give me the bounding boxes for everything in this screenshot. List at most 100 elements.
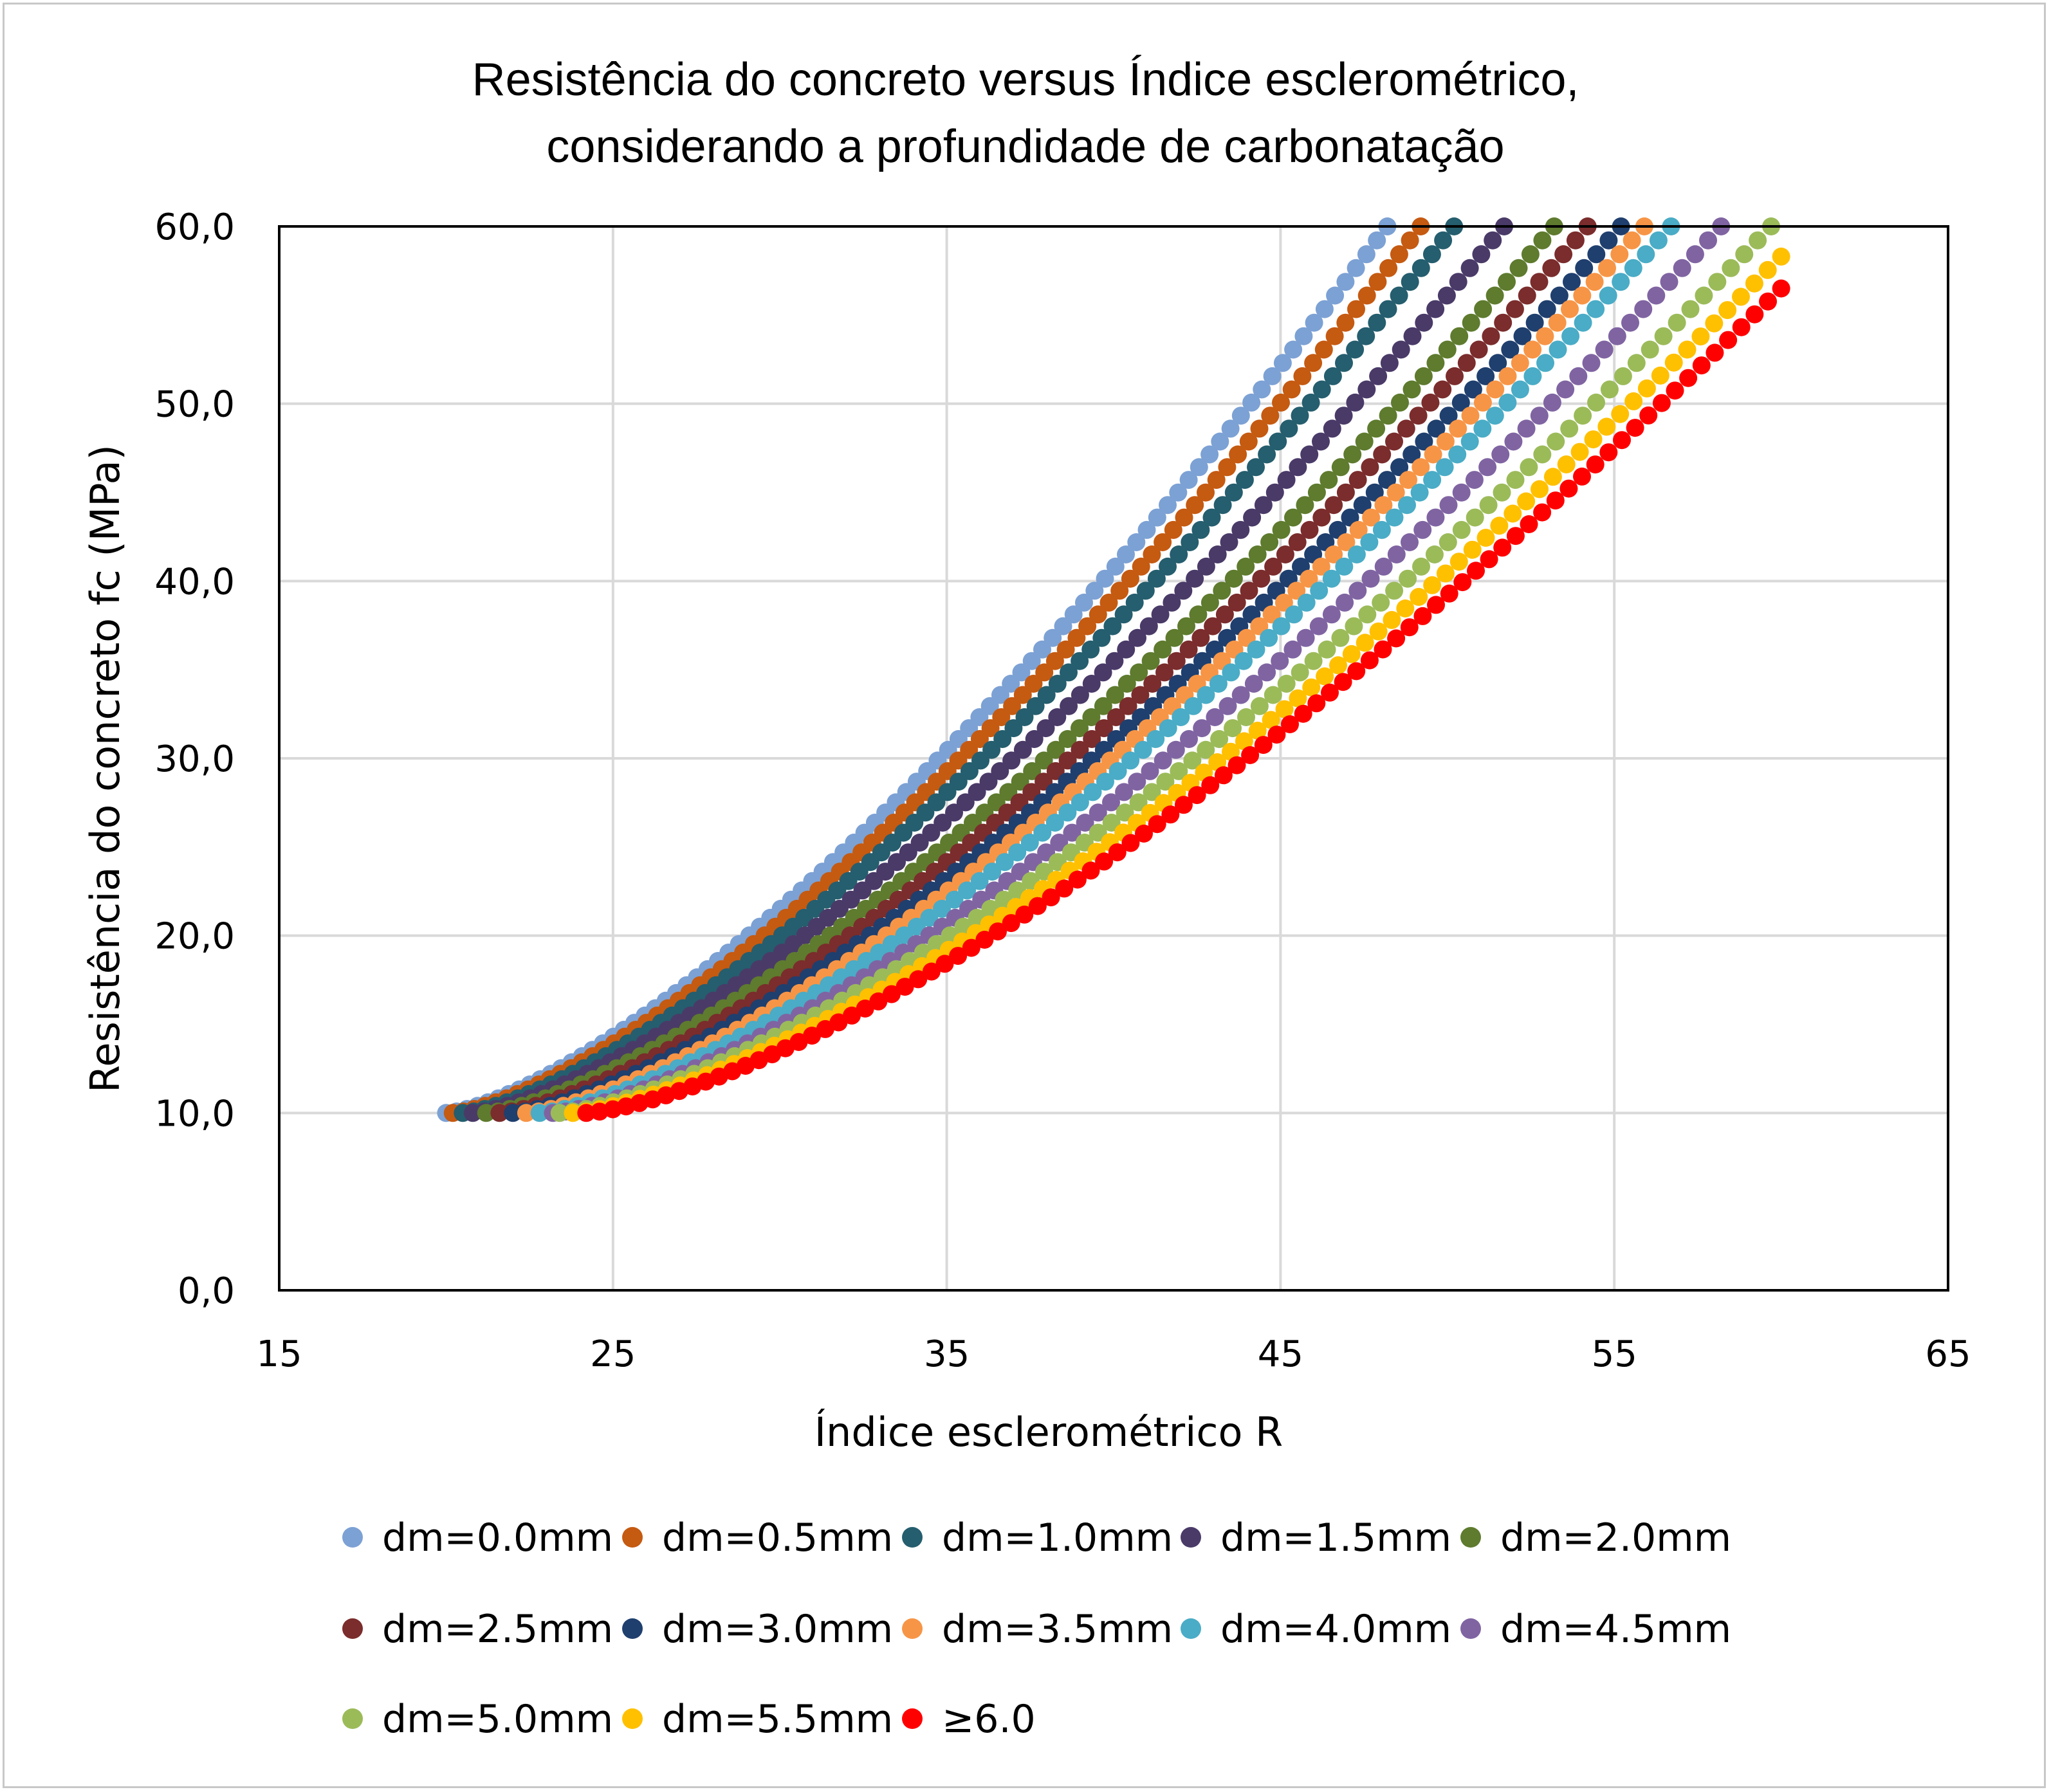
data-point bbox=[1163, 593, 1181, 612]
data-point bbox=[1647, 286, 1666, 305]
data-point bbox=[1587, 245, 1606, 264]
data-point bbox=[1312, 380, 1331, 399]
data-point bbox=[1224, 719, 1242, 738]
data-point bbox=[1275, 700, 1294, 718]
data-point bbox=[1167, 652, 1186, 670]
data-point bbox=[1273, 354, 1292, 372]
data-point bbox=[1063, 823, 1081, 842]
data-point bbox=[922, 962, 941, 981]
data-point bbox=[1314, 340, 1333, 359]
data-point bbox=[1012, 663, 1031, 682]
legend-item: dm=2.0mm bbox=[1460, 1515, 1731, 1560]
data-point bbox=[1399, 471, 1417, 489]
data-point bbox=[1301, 393, 1320, 412]
data-point bbox=[1373, 445, 1392, 464]
data-point bbox=[1156, 773, 1175, 791]
data-point bbox=[1634, 300, 1653, 318]
legend-item: dm=4.0mm bbox=[1181, 1607, 1451, 1652]
data-point bbox=[920, 908, 939, 927]
data-point bbox=[1383, 610, 1401, 629]
data-point bbox=[1164, 520, 1182, 539]
data-point bbox=[1374, 557, 1393, 576]
data-point bbox=[1624, 259, 1642, 277]
y-tick-label: 10,0 bbox=[154, 1093, 235, 1135]
data-point bbox=[1692, 356, 1711, 375]
data-point bbox=[1304, 354, 1323, 372]
data-point bbox=[1427, 596, 1445, 614]
data-point bbox=[1450, 327, 1469, 345]
data-point bbox=[1186, 496, 1204, 515]
data-point bbox=[1627, 354, 1646, 372]
data-point bbox=[1068, 870, 1087, 889]
data-point bbox=[1530, 407, 1549, 425]
data-point bbox=[1536, 354, 1554, 372]
data-point bbox=[1106, 557, 1125, 576]
data-point bbox=[1291, 663, 1309, 682]
data-point bbox=[1189, 605, 1208, 624]
data-point bbox=[1426, 354, 1445, 372]
data-point bbox=[1374, 496, 1393, 515]
data-point bbox=[1574, 313, 1592, 332]
data-point bbox=[829, 1013, 848, 1032]
data-point bbox=[1452, 483, 1471, 502]
data-point bbox=[1449, 273, 1467, 291]
data-point bbox=[1668, 313, 1686, 332]
data-point bbox=[1174, 796, 1193, 814]
data-point bbox=[1228, 593, 1246, 612]
data-point bbox=[968, 783, 986, 801]
data-point bbox=[1357, 286, 1376, 305]
data-point bbox=[1174, 581, 1193, 600]
data-point bbox=[1083, 730, 1101, 748]
data-point bbox=[1128, 773, 1146, 791]
data-point bbox=[1336, 593, 1354, 612]
chart-title-line-2: considerando a profundidade de carbonata… bbox=[546, 121, 1504, 172]
data-point bbox=[1071, 719, 1089, 738]
data-point bbox=[1531, 480, 1549, 498]
data-point bbox=[1397, 419, 1415, 438]
data-point bbox=[1413, 520, 1432, 539]
data-point bbox=[1438, 340, 1457, 359]
legend-marker bbox=[342, 1527, 363, 1548]
x-tick-labels: 15 25 35 45 55 65 bbox=[256, 1333, 1971, 1375]
data-point bbox=[1208, 545, 1227, 563]
data-point bbox=[1181, 533, 1199, 551]
data-point bbox=[1637, 245, 1655, 264]
data-point bbox=[1272, 393, 1290, 412]
data-point bbox=[1561, 327, 1580, 345]
data-point bbox=[1244, 675, 1263, 693]
data-point bbox=[1517, 419, 1536, 438]
data-point bbox=[1193, 719, 1211, 738]
data-point bbox=[1686, 245, 1704, 264]
data-point bbox=[1611, 405, 1630, 423]
data-point bbox=[1585, 273, 1604, 291]
data-point bbox=[1466, 508, 1484, 527]
data-point bbox=[1440, 584, 1458, 603]
data-point bbox=[1261, 407, 1280, 425]
data-point bbox=[1207, 471, 1226, 489]
data-point bbox=[1046, 762, 1065, 780]
data-point bbox=[896, 978, 914, 996]
data-point bbox=[1272, 617, 1291, 635]
data-point bbox=[843, 1006, 861, 1025]
data-point bbox=[1759, 292, 1777, 311]
data-point bbox=[1437, 286, 1456, 305]
data-point bbox=[1347, 300, 1365, 318]
data-point bbox=[1412, 259, 1430, 277]
data-point bbox=[1316, 667, 1334, 686]
data-point bbox=[1250, 419, 1269, 438]
legend-label: dm=4.0mm bbox=[1220, 1607, 1451, 1652]
data-point bbox=[1465, 471, 1484, 489]
data-point bbox=[1186, 569, 1204, 588]
data-point bbox=[1154, 751, 1172, 770]
legend-item: dm=4.5mm bbox=[1460, 1607, 1731, 1652]
data-point bbox=[1026, 697, 1045, 715]
data-point bbox=[1639, 406, 1658, 425]
data-point bbox=[1117, 545, 1135, 563]
data-point bbox=[1608, 327, 1626, 345]
data-point bbox=[1681, 300, 1700, 318]
data-point bbox=[1498, 393, 1517, 412]
legend-marker bbox=[1460, 1618, 1481, 1639]
series-5 bbox=[477, 217, 1563, 1122]
data-point bbox=[1612, 273, 1630, 291]
data-point bbox=[1599, 443, 1618, 462]
